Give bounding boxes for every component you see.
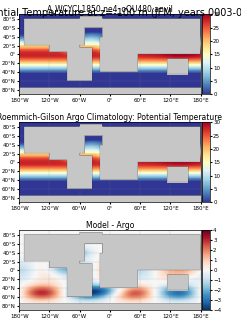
Title: Model - Argo: Model - Argo — [86, 220, 134, 230]
Title: Roemmich-Gilson Argo Climatology: Potential Temperature: Roemmich-Gilson Argo Climatology: Potent… — [0, 113, 222, 122]
Title: A_WCYCL1850.ne4_oQU480.anvil: A_WCYCL1850.ne4_oQU480.anvil — [47, 4, 173, 14]
Text: Potential Temperature at z=-100 m (JFM, years 0003-0005): Potential Temperature at z=-100 m (JFM, … — [0, 8, 241, 18]
